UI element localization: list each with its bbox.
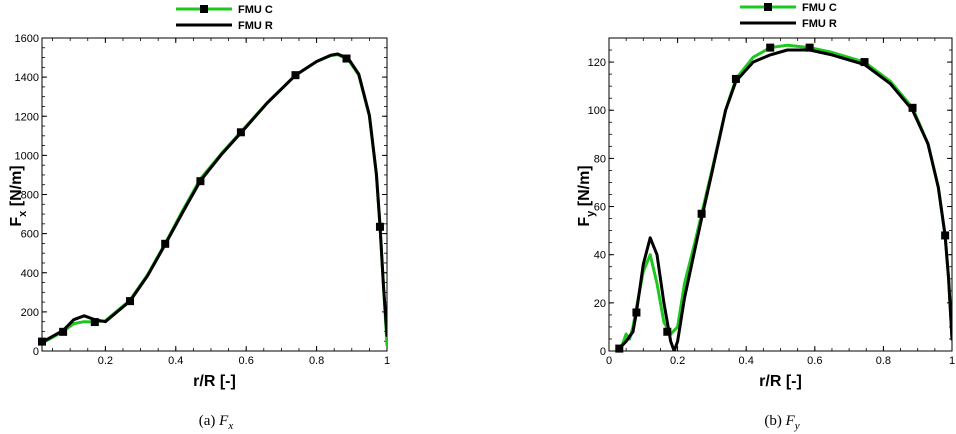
x-tick-label: 1	[949, 355, 955, 367]
legend-label-fmu-r: FMU R	[238, 20, 273, 32]
x-tick-label: 0.8	[876, 355, 891, 367]
data-point-marker	[908, 103, 917, 112]
data-point-marker	[697, 209, 706, 218]
y-tick-label: 0	[600, 346, 606, 358]
plot-frame	[41, 37, 388, 352]
legend-label-fmu-c: FMU C	[238, 4, 273, 16]
y-tick-label: 40	[594, 250, 606, 262]
data-point-marker	[342, 54, 351, 63]
y-tick-label: 20	[594, 298, 606, 310]
caption-prefix: (b)	[764, 413, 785, 429]
legend-label-fmu-r: FMU R	[802, 18, 837, 30]
series-line-fmu-c	[42, 53, 387, 347]
y-tick-label: 1000	[15, 150, 39, 162]
x-axis-label: r/R [-]	[193, 373, 236, 390]
y-tick-label: 600	[21, 229, 39, 241]
y-tick-label: 0	[33, 346, 39, 358]
data-point-marker	[663, 327, 672, 336]
series-line-fmu-r	[42, 52, 387, 344]
y-axis-label-unit: [N/m]	[576, 165, 593, 210]
data-point-marker	[59, 327, 68, 336]
caption-symbol: F	[785, 413, 796, 429]
y-tick-label: 1400	[15, 72, 39, 84]
y-axis-label: Fx [N/m]	[8, 165, 29, 226]
y-axis-label-main: F	[8, 217, 25, 227]
x-tick-label: 0.6	[807, 355, 822, 367]
chart-panel-fx: 0.2 0.4 0.6 0.8 1 0 200 400 600 800 1000 1200 1400 16…	[8, 4, 390, 432]
y-tick-label: 60	[594, 202, 606, 214]
figure-caption: (b) Fy	[764, 413, 799, 432]
data-point-marker	[196, 177, 205, 186]
y-tick-label: 120	[588, 57, 606, 69]
y-tick-label: 1600	[15, 33, 39, 45]
data-point-marker	[615, 344, 624, 353]
caption-symbol: F	[218, 413, 229, 429]
legend-marker-fmu-c	[764, 3, 772, 11]
y-tick-label: 800	[21, 190, 39, 202]
legend-marker-fmu-c	[200, 5, 208, 13]
series-line-fmu-r	[617, 48, 952, 351]
legend-label-fmu-c: FMU C	[802, 2, 837, 14]
data-point-marker	[161, 239, 170, 248]
caption-prefix: (a)	[199, 413, 219, 429]
data-point-marker	[941, 231, 950, 240]
x-tick-label: 0	[606, 355, 612, 367]
data-point-marker	[126, 297, 135, 306]
y-axis-label-unit: [N/m]	[8, 165, 25, 210]
x-tick-label: 0.2	[670, 355, 685, 367]
y-tick-label: 200	[21, 307, 39, 319]
x-axis-label: r/R [-]	[759, 373, 802, 390]
data-point-marker	[236, 128, 245, 137]
data-point-marker	[860, 58, 869, 67]
series-line-fmu-c	[617, 43, 952, 351]
y-axis-label-main: F	[576, 217, 593, 227]
y-axis-label-subscript: y	[585, 210, 597, 217]
data-point-marker	[375, 222, 384, 231]
data-point-marker	[805, 43, 814, 52]
caption-subscript: y	[794, 420, 800, 432]
y-tick-label: 100	[588, 105, 606, 117]
data-point-marker	[731, 74, 740, 83]
data-point-marker	[90, 318, 99, 327]
figure-caption: (a) Fx	[199, 413, 234, 432]
chart-panel-fy: 0 0.2 0.4 0.6 0.8 1 0 20 40 60 80 100 120 FMU C FMU R r…	[576, 2, 955, 432]
x-tick-label: 0.4	[739, 355, 754, 367]
y-axis-label-subscript: x	[17, 210, 29, 217]
data-point-marker	[291, 71, 300, 80]
data-point-marker	[38, 337, 46, 346]
y-tick-label: 400	[21, 268, 39, 280]
y-axis-label: Fy [N/m]	[576, 165, 597, 226]
x-tick-label: 0.4	[168, 355, 183, 367]
y-tick-label: 1200	[15, 111, 39, 123]
caption-subscript: x	[227, 420, 233, 432]
x-tick-label: 1	[384, 355, 390, 367]
x-tick-label: 0.8	[309, 355, 324, 367]
x-tick-label: 0.2	[98, 355, 113, 367]
data-point-marker	[766, 43, 775, 52]
data-point-marker	[632, 308, 641, 317]
x-tick-label: 0.6	[239, 355, 254, 367]
y-tick-label: 80	[594, 153, 606, 165]
